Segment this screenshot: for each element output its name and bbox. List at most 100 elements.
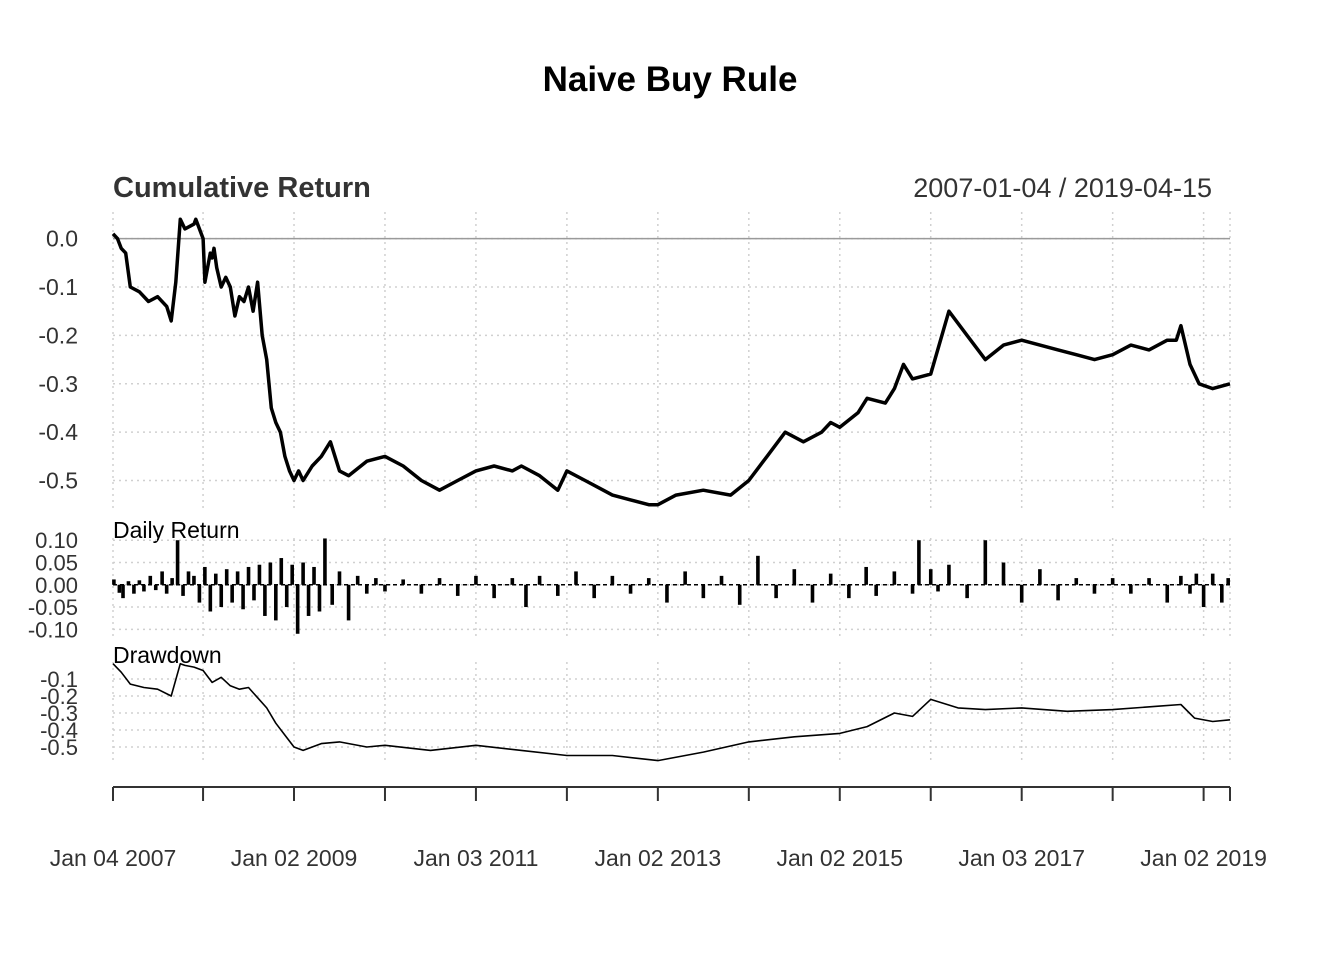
daily-return-bar: [160, 571, 164, 585]
daily-return-bar: [117, 584, 122, 593]
daily-return-bar: [246, 566, 251, 585]
daily-return-bar: [268, 562, 273, 585]
y-tick-label: -0.5: [40, 735, 78, 760]
daily-return-bar: [917, 540, 921, 585]
daily-return-bar: [142, 584, 146, 592]
daily-return-bar: [1110, 578, 1115, 585]
y-tick-label: -0.05: [28, 595, 78, 620]
daily-return-bar: [1092, 584, 1097, 594]
daily-return-bar: [312, 566, 316, 585]
daily-return-bar: [1220, 584, 1224, 603]
daily-return-bar: [208, 584, 213, 612]
daily-return-bar: [592, 584, 596, 599]
daily-return-bar: [719, 575, 724, 585]
daily-return-bar: [1001, 562, 1006, 585]
daily-return-bar: [153, 584, 158, 591]
daily-return-bar: [910, 584, 915, 594]
daily-return-bar: [203, 566, 207, 585]
daily-return-bar: [1165, 584, 1170, 603]
y-tick-label: -0.4: [38, 419, 78, 445]
x-tick-label: Jan 02 2019: [1140, 845, 1267, 871]
daily-return-bar: [628, 584, 633, 594]
y-tick-label: -0.1: [38, 274, 78, 300]
daily-return-bar: [524, 584, 528, 608]
daily-return-bar: [301, 562, 305, 585]
daily-return-bar: [828, 573, 833, 585]
daily-return-bar: [701, 584, 706, 599]
x-tick-label: Jan 02 2015: [776, 845, 903, 871]
daily-return-bar: [419, 584, 424, 594]
daily-return-bar: [492, 584, 496, 599]
daily-return-bar: [186, 571, 191, 585]
daily-return-bar: [610, 575, 615, 585]
daily-return-bar: [192, 575, 196, 585]
y-tick-label: 0.0: [46, 226, 78, 252]
y-tick-label: -0.3: [40, 701, 78, 726]
daily-return-bar: [1038, 569, 1042, 585]
daily-return-bar: [290, 564, 294, 585]
daily-return-bar: [1074, 578, 1079, 585]
daily-return-bar: [1019, 584, 1024, 603]
daily-return-bar: [330, 584, 335, 605]
daily-return-bar: [555, 584, 560, 596]
daily-return-bar: [257, 564, 262, 585]
daily-return-bar: [510, 578, 515, 585]
daily-return-bar: [864, 566, 868, 585]
daily-return-bar: [170, 578, 174, 585]
daily-return-bar: [346, 584, 351, 621]
daily-return-bar: [455, 584, 460, 596]
daily-return-bar: [323, 538, 327, 585]
daily-return-bar: [1201, 584, 1206, 608]
y-tick-label: -0.2: [38, 322, 78, 348]
drawdown-line: [112, 662, 1231, 762]
date-range-label: 2007-01-04 / 2019-04-15: [913, 173, 1212, 203]
daily-return-bar: [126, 581, 131, 585]
x-tick-label: Jan 03 2017: [958, 845, 1085, 871]
daily-return-bar: [983, 540, 988, 585]
daily-return-bar: [1226, 578, 1230, 585]
daily-return-bar: [574, 571, 578, 585]
y-tick-label: -0.10: [28, 617, 78, 642]
daily-return-bar: [1147, 578, 1151, 585]
plot-layer: 0.0-0.1-0.2-0.3-0.4-0.50.100.050.00-0.05…: [28, 212, 1267, 871]
daily-return-bar: [317, 584, 322, 612]
daily-return-bar: [337, 571, 342, 585]
daily-return-bar: [181, 584, 185, 596]
y-tick-label: 0.05: [35, 551, 78, 576]
daily-return-bar: [474, 575, 478, 585]
daily-return-bar: [683, 571, 687, 585]
daily-return-bar: [1056, 584, 1060, 601]
x-tick-label: Jan 02 2009: [231, 845, 358, 871]
daily-return-bar: [132, 584, 136, 594]
daily-return-bar: [197, 584, 202, 603]
cumulative-return-line: [111, 217, 1231, 507]
daily-return-bar: [279, 558, 284, 585]
daily-return-bar: [646, 578, 651, 585]
chart-title: Naive Buy Rule: [543, 60, 798, 99]
daily-return-bar: [224, 569, 229, 585]
daily-return-bar: [284, 584, 289, 608]
daily-return-bar: [230, 584, 234, 603]
y-tick-label: -0.3: [38, 371, 78, 397]
daily-return-bar: [737, 584, 742, 605]
daily-return-bar: [374, 578, 378, 585]
daily-return-bar: [1129, 584, 1133, 594]
x-tick-label: Jan 04 2007: [50, 845, 177, 871]
daily-return-bar: [263, 584, 267, 616]
daily-return-bar: [847, 584, 851, 599]
daily-return-bar: [148, 575, 153, 585]
daily-return-bar: [252, 584, 256, 601]
daily-return-bar: [756, 555, 760, 585]
daily-return-bar: [1210, 573, 1215, 585]
y-tick-label: -0.1: [40, 667, 78, 692]
daily-return-bar: [121, 584, 125, 599]
daily-return-bar: [1179, 575, 1183, 585]
daily-return-bar: [241, 584, 245, 610]
daily-return-bar: [219, 584, 224, 608]
daily-return-bar: [947, 564, 951, 585]
daily-return-bar: [401, 579, 405, 585]
daily-return-bar: [112, 579, 116, 585]
daily-return-bar: [1188, 584, 1192, 594]
y-tick-label: 0.00: [35, 573, 78, 598]
